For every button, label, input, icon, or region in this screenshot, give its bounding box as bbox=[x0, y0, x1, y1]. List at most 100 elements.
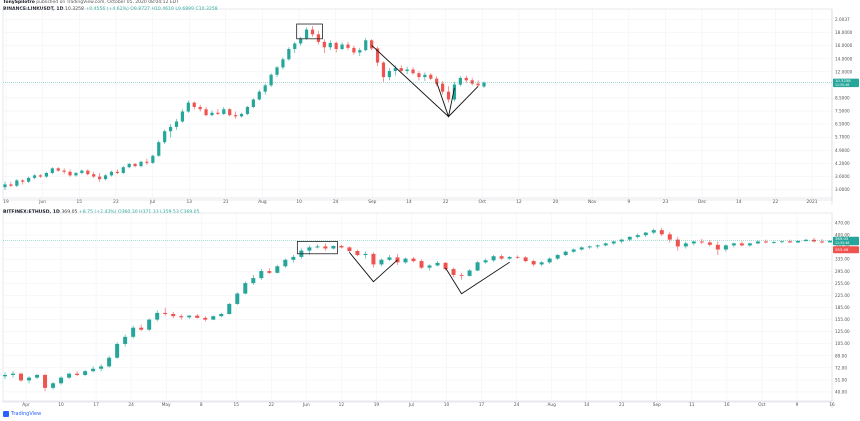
panel2-x-tick: 17 bbox=[93, 402, 99, 408]
panel2-x-tick: May bbox=[162, 402, 171, 408]
panel1-candle bbox=[287, 48, 291, 60]
panel2-symbol[interactable]: BITFINEX:ETHUSD, 1D bbox=[3, 210, 60, 215]
tradingview-icon bbox=[3, 411, 9, 417]
panel2-x-tick: 10 bbox=[444, 402, 450, 408]
panel2-x-tick: Aug bbox=[547, 402, 556, 408]
panel1-candle bbox=[92, 174, 96, 177]
panel2-candle bbox=[283, 259, 288, 267]
author-name[interactable]: TonySpilotro bbox=[3, 0, 35, 5]
panel1-change: +0.4556 (+4.62%) bbox=[85, 7, 129, 12]
panel2-candle bbox=[723, 245, 728, 250]
panel2-candle bbox=[828, 240, 832, 243]
panel2-candle bbox=[451, 269, 456, 275]
panel2-candle bbox=[595, 245, 600, 247]
panel2-price-badge-value: 369.05 bbox=[835, 236, 849, 241]
panel2-x-tick: 17 bbox=[479, 402, 485, 408]
panel2-close: 369.05 bbox=[183, 210, 200, 215]
panel1-x-tick: Jun bbox=[38, 199, 46, 205]
panel1-candle bbox=[370, 40, 374, 49]
panel2-candle bbox=[139, 327, 144, 330]
panel1-candle bbox=[74, 172, 78, 176]
panel1-candle bbox=[334, 42, 338, 49]
panel2-candle bbox=[755, 241, 760, 244]
panel2-candle bbox=[83, 371, 88, 375]
panel2-y-tick: 225.00 bbox=[835, 293, 850, 298]
panel1-x-tick: 10 bbox=[296, 199, 302, 205]
panel1-candle bbox=[275, 67, 279, 75]
panel1-candle bbox=[328, 42, 332, 48]
panel1-candle bbox=[38, 175, 43, 177]
panel1-candle bbox=[310, 29, 315, 35]
panel2-v-pattern-1 bbox=[349, 252, 398, 283]
panel2-candle bbox=[539, 262, 544, 265]
panel1-x-tick: 14 bbox=[736, 199, 742, 205]
panel1-candle bbox=[322, 41, 326, 48]
panel1-x-tick: 13 bbox=[186, 199, 192, 205]
panel2-candle bbox=[803, 239, 808, 241]
panel1-x-tick: 22 bbox=[773, 199, 779, 205]
panel2-candle bbox=[27, 377, 32, 381]
panel2-candle bbox=[747, 243, 752, 246]
panel2-candle bbox=[587, 246, 592, 248]
panel2-candle bbox=[75, 373, 80, 375]
tradingview-logo[interactable]: TradingView bbox=[3, 411, 41, 417]
panel2-change: +8.75 (+2.43%) bbox=[78, 210, 117, 215]
panel1-candle bbox=[198, 106, 202, 110]
panel1-symbol[interactable]: BINANCE:LINKUSDT, 1D bbox=[3, 7, 64, 12]
panel2-candle bbox=[683, 243, 688, 247]
panel2-candle bbox=[523, 257, 528, 262]
panel2-candle bbox=[771, 242, 776, 243]
panel2-candle bbox=[91, 368, 96, 372]
panel1-candle bbox=[139, 161, 143, 167]
panel1-candle bbox=[109, 171, 114, 176]
panel2-candle bbox=[547, 258, 552, 263]
panel1-candle bbox=[86, 170, 90, 175]
panel2-candle bbox=[387, 257, 392, 260]
panel1-candle bbox=[222, 109, 226, 114]
panel2-candle bbox=[699, 241, 704, 243]
panel1-candle bbox=[216, 112, 220, 114]
panel1-candle bbox=[56, 168, 60, 171]
panel2-x-tick: Jun bbox=[302, 402, 310, 408]
panel1-x-tick: Oct bbox=[479, 199, 487, 205]
panel2-candle bbox=[427, 265, 432, 268]
panel1-x-tick: 12 bbox=[516, 199, 522, 205]
panel2-candle bbox=[131, 327, 136, 337]
panel2-candle bbox=[443, 262, 448, 270]
panel1-last: 10.3258 bbox=[64, 7, 84, 12]
panel2-candle bbox=[379, 259, 384, 265]
panel2-y-tick: 72.00 bbox=[835, 365, 847, 370]
panel1-candle bbox=[393, 68, 397, 71]
panel1-x-tick: 9 bbox=[627, 199, 630, 205]
panel2-x-tick: Apr bbox=[22, 402, 30, 408]
panel2-candle bbox=[43, 374, 48, 388]
panel1-candle bbox=[281, 59, 285, 68]
panel1-candle bbox=[180, 111, 185, 122]
panel1-close: 10.3258 bbox=[198, 7, 218, 12]
panel2-x-tick: 10 bbox=[58, 402, 64, 408]
panel1-candle bbox=[98, 176, 102, 180]
panel2-candle bbox=[531, 261, 536, 265]
panel2-candle bbox=[59, 377, 64, 384]
panel1-candle bbox=[133, 163, 137, 167]
panel1-x-tick: 2021 bbox=[807, 199, 818, 205]
panel2-price-badge-time: 11:55:46 bbox=[835, 241, 849, 245]
panel2-candle bbox=[115, 343, 120, 358]
panel2-y-tick: 335.00 bbox=[835, 257, 850, 262]
panel1-candle bbox=[387, 70, 391, 78]
panel1-candle bbox=[127, 163, 131, 168]
panel2-candle bbox=[603, 243, 608, 246]
panel2-candle bbox=[651, 230, 656, 233]
panel2-candle bbox=[515, 256, 520, 258]
panel2-y-tick: 295.00 bbox=[835, 269, 850, 274]
panel2-header: BITFINEX:ETHUSD, 1D 369.05 +8.75 (+2.43%… bbox=[3, 210, 200, 215]
panel2-x-tick: 19 bbox=[374, 402, 380, 408]
panel2-low: 359.53 bbox=[162, 210, 179, 215]
panel2-candle bbox=[19, 373, 24, 381]
panel1-y-tick: 8.5000 bbox=[835, 95, 850, 100]
tradingview-label: TradingView bbox=[11, 411, 42, 417]
panel2-candle bbox=[179, 316, 184, 318]
panel1-y-tick: 3.0000 bbox=[835, 187, 850, 192]
panel1-candle bbox=[346, 44, 350, 48]
